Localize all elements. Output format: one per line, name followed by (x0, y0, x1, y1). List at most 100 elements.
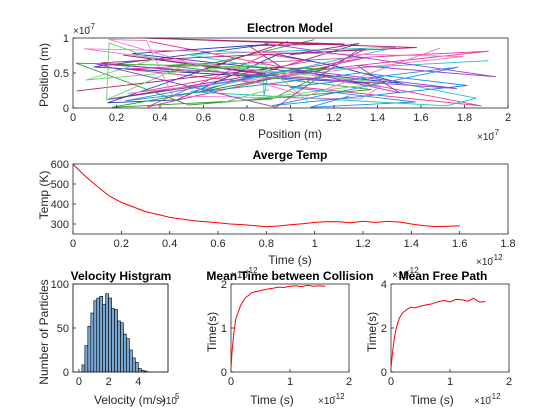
mean-free-path-panel: 0 1 2 0 2 4 ×10 -12 ×10 -12 Mean Free Path Ti… (365, 266, 512, 407)
mean-free-path-x-tick-label: 0 (388, 376, 394, 388)
mean-free-path-line (390, 297, 486, 368)
mean-time-title: Mean Time between Collision (206, 269, 373, 283)
average-temp-y-tick-label: 500 (51, 179, 69, 191)
electron-model-xlabel: Position (m) (258, 127, 322, 141)
histogram-bar (126, 338, 130, 373)
velocity-histogram-x-tick-label: 4 (135, 376, 141, 388)
svg-text:×10: ×10 (231, 270, 248, 281)
mean-time-panel: 0 1 2 0 1 2 ×10 -12 ×10 -12 Mean Time between… (205, 266, 374, 407)
average-temp-x-tick-label: 0.6 (210, 238, 225, 250)
electron-model-y-tick-label: 0 (63, 103, 69, 115)
svg-text:×10: ×10 (476, 257, 493, 268)
mean-time-top-exponent: ×10 -12 (231, 266, 258, 281)
svg-text:×10: ×10 (477, 132, 494, 143)
average-temp-title: Averge Temp (253, 148, 328, 162)
velocity-histogram-y-tick-label: 100 (51, 279, 69, 291)
average-temp-ylabel: Temp (K) (37, 171, 51, 220)
average-temp-y-tick-label: 400 (51, 199, 69, 211)
svg-text:×10: ×10 (73, 26, 90, 37)
mean-free-path-top-exponent: ×10 -12 (392, 266, 419, 281)
histogram-bar (105, 293, 109, 373)
average-temp-ticks: 0 0.2 0.4 0.6 0.8 1 1.2 1.4 1.6 1.8 300 400 500 600 (51, 159, 516, 250)
electron-model-panel: Electron Model 0 0.2 0.4 0.6 0.8 1 1.2 1.4 1.6 1.… (37, 21, 511, 143)
average-temp-x-tick-label: 1.8 (500, 238, 515, 250)
histogram-bar (138, 368, 142, 373)
mean-free-path-x-tick-label: 1 (447, 376, 453, 388)
electron-trajectory (85, 42, 385, 104)
mean-time-x-tick-label: 0 (228, 376, 234, 388)
mean-time-y-tick-label: 0 (221, 367, 227, 379)
velocity-histogram-panel: Velocity Histgram 0 2 4 0 50 100 Velocity (m/… (37, 269, 180, 407)
mean-free-path-xlabel: Time (s) (410, 393, 454, 407)
electron-model-x-tick-label: 0.8 (239, 112, 254, 124)
electron-trajectory (125, 66, 468, 108)
electron-trajectory (95, 42, 497, 108)
average-temp-y-tick-label: 300 (51, 219, 69, 231)
average-temp-x-tick-label: 0.2 (114, 238, 129, 250)
velocity-histogram-y-tick-label: 0 (63, 367, 69, 379)
svg-text:×10: ×10 (160, 396, 177, 407)
electron-model-x-exponent: ×10 -7 (477, 128, 500, 143)
average-temp-panel: Averge Temp 0 0.2 0.4 0.6 0.8 1 1.2 1.4 1.6 1.8 30… (37, 148, 516, 268)
mean-free-path-y-tick-label: 2 (381, 323, 387, 335)
electron-model-x-tick-label: 0.2 (109, 112, 124, 124)
mean-time-x-tick-label: 1 (287, 376, 293, 388)
mean-time-line (230, 284, 326, 368)
average-temp-line (72, 164, 460, 228)
average-temp-x-tick-label: 1.2 (355, 238, 370, 250)
mean-free-path-axes (390, 283, 510, 373)
svg-text:×10: ×10 (318, 396, 335, 407)
histogram-bar (102, 303, 106, 373)
average-temp-x-tick-label: 0.4 (162, 238, 177, 250)
electron-model-x-tick-label: 0.6 (196, 112, 211, 124)
velocity-histogram-x-exponent: ×10 5 (160, 392, 180, 407)
electron-trajectories (75, 37, 497, 108)
electron-model-x-tick-label: 0 (70, 112, 76, 124)
average-temp-xlabel: Time (s) (268, 253, 312, 267)
average-temp-x-tick-label: 1 (312, 238, 318, 250)
mean-free-path-ylabel: Time(s) (365, 312, 379, 352)
svg-text:-7: -7 (88, 22, 96, 31)
histogram-bar (135, 362, 139, 373)
electron-model-x-tick-label: 1 (287, 112, 293, 124)
svg-text:×10: ×10 (392, 270, 409, 281)
svg-text:-12: -12 (246, 266, 258, 275)
mean-time-y-tick-label: 2 (221, 279, 227, 291)
electron-model-ticks: 0 0.2 0.4 0.6 0.8 1 1.2 1.4 1.6 1.8 2 0 0.5 1 (54, 33, 511, 124)
velocity-histogram-x-tick-label: 2 (106, 376, 112, 388)
histogram-bar (87, 325, 92, 373)
mean-time-ticks: 0 1 2 0 1 2 (221, 279, 352, 388)
histogram-bar (81, 364, 86, 373)
svg-text:-12: -12 (491, 253, 503, 262)
histogram-bar (96, 297, 101, 373)
histogram-bar (129, 349, 133, 373)
mean-time-ylabel: Time(s) (205, 312, 219, 352)
mean-time-xlabel: Time (s) (250, 393, 294, 407)
histogram-bar (108, 297, 112, 373)
svg-text:-12: -12 (333, 392, 345, 401)
mean-free-path-y-tick-label: 0 (381, 367, 387, 379)
histogram-bar (93, 300, 98, 373)
svg-text:-12: -12 (489, 392, 501, 401)
mean-free-path-ticks: 0 1 2 0 2 4 (381, 279, 512, 388)
mean-time-x-tick-label: 2 (346, 376, 352, 388)
average-temp-x-tick-label: 1.6 (452, 238, 467, 250)
mean-time-y-tick-label: 1 (221, 323, 227, 335)
velocity-histogram-x-tick-label: 0 (76, 376, 82, 388)
velocity-histogram-xlabel: Velocity (m/s) (94, 393, 166, 407)
histogram-bar (117, 320, 121, 373)
histogram-bar (120, 322, 124, 373)
histogram-bar (84, 345, 89, 373)
velocity-histogram-ticks: 0 2 4 0 50 100 (51, 279, 142, 388)
electron-model-title: Electron Model (247, 21, 333, 35)
mean-free-path-title: Mean Free Path (399, 269, 488, 283)
average-temp-axes (72, 163, 509, 235)
svg-text:×10: ×10 (474, 396, 491, 407)
average-temp-y-tick-label: 600 (51, 159, 69, 171)
electron-trajectory (93, 43, 404, 104)
electron-model-x-tick-label: 1.6 (413, 112, 428, 124)
average-temp-x-tick-label: 1.4 (404, 238, 419, 250)
electron-model-ylabel: Position (m) (37, 43, 51, 107)
histogram-bar (114, 309, 118, 373)
